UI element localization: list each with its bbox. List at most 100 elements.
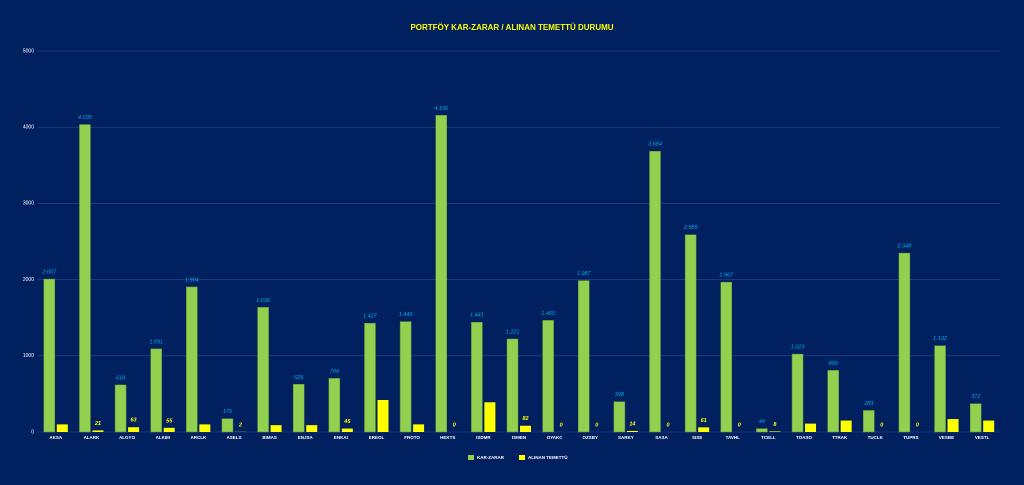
x-tick-label: ISDMR — [476, 435, 491, 440]
data-label: 2.348 — [897, 244, 913, 250]
bar — [471, 321, 483, 433]
y-tick-label: 2000 — [23, 277, 34, 283]
x-tick-label: TOASO — [796, 435, 812, 440]
data-label: 809 — [829, 361, 838, 367]
data-label: 44 — [759, 419, 765, 425]
data-label: 0 — [916, 422, 919, 428]
bar — [128, 427, 140, 432]
chart-title: PORTFÖY KAR-ZARAR / ALINAN TEMETTÜ DURUM… — [410, 23, 613, 32]
bar — [435, 115, 447, 433]
data-label: 0 — [560, 422, 563, 428]
bar — [542, 320, 554, 433]
data-label: 618 — [116, 375, 126, 381]
bar — [506, 338, 519, 433]
data-label: 1.132 — [933, 336, 947, 342]
x-tick-label: TCELL — [761, 435, 776, 440]
bar — [377, 399, 389, 432]
data-label: 283 — [863, 401, 874, 407]
bar — [341, 428, 353, 432]
x-tick-label: OZSBY — [583, 435, 599, 440]
x-tick-label: BIMAS — [262, 435, 277, 440]
data-label: 704 — [330, 369, 339, 375]
data-label: 8 — [773, 422, 777, 428]
bar — [92, 430, 104, 432]
data-label: 1.636 — [256, 298, 271, 304]
bar — [399, 321, 412, 433]
data-label: 626 — [294, 375, 304, 381]
data-label: 398 — [615, 392, 625, 398]
bar — [720, 281, 733, 433]
data-label: 1.441 — [470, 313, 484, 319]
x-tick-label: ASELS — [226, 435, 241, 440]
y-tick-label: 0 — [31, 429, 34, 435]
legend-swatch — [519, 455, 525, 460]
bar — [186, 286, 198, 433]
data-label: 1.427 — [363, 314, 378, 320]
data-label: 4.035 — [78, 115, 93, 121]
data-label: 1.904 — [185, 277, 199, 283]
data-label: 1.221 — [506, 329, 520, 335]
bar — [306, 425, 318, 432]
y-tick-label: 1000 — [23, 353, 34, 359]
bar — [898, 252, 911, 433]
x-tick-label: VESTL — [975, 435, 990, 440]
data-label: 1.465 — [541, 311, 556, 317]
legend-swatch — [468, 455, 474, 460]
bar — [221, 418, 234, 433]
x-tick-label: FROTO — [404, 435, 420, 440]
bar — [328, 378, 341, 433]
data-label: 1.987 — [577, 271, 592, 277]
bar — [983, 420, 995, 432]
y-tick-label: 3000 — [23, 201, 34, 207]
x-tick-label: ENJSA — [298, 435, 314, 440]
data-label: 0 — [595, 422, 598, 428]
bar — [805, 423, 817, 432]
bar — [292, 384, 305, 433]
x-tick-label: VESBE — [939, 435, 954, 440]
x-tick-label: SARKY — [618, 435, 634, 440]
bar — [863, 410, 875, 433]
data-label: 0 — [666, 422, 669, 428]
data-label: 82 — [522, 416, 528, 422]
x-tick-label: ALARK — [84, 435, 100, 440]
data-label: 21 — [94, 421, 101, 427]
bar — [649, 151, 661, 433]
bar — [163, 427, 175, 432]
bar — [626, 430, 638, 432]
data-label: 372 — [971, 394, 980, 400]
data-label: 1.091 — [149, 339, 163, 345]
bar — [413, 424, 425, 432]
bar — [79, 124, 91, 433]
bar — [484, 402, 496, 432]
data-label: 0 — [738, 422, 741, 428]
data-label: 1.967 — [719, 273, 734, 279]
data-label: 4.156 — [434, 106, 449, 112]
bar — [769, 431, 781, 432]
x-tick-label: TTRAK — [832, 435, 848, 440]
bar — [364, 323, 376, 433]
data-label: 0 — [880, 422, 883, 428]
bar — [150, 348, 162, 433]
x-tick-label: ALGYO — [119, 435, 136, 440]
data-label: 1.449 — [399, 312, 413, 318]
bar — [756, 428, 768, 433]
y-tick-label: 4000 — [23, 125, 34, 131]
data-label: 63 — [131, 418, 137, 424]
bar — [698, 427, 710, 432]
bar — [827, 370, 839, 433]
x-tick-label: HEKTS — [440, 435, 455, 440]
bar — [684, 234, 697, 433]
data-label: 0 — [453, 422, 456, 428]
x-tick-label: ISMEN — [512, 435, 526, 440]
x-tick-label: SISE — [692, 435, 702, 440]
data-label: 2.007 — [41, 270, 57, 276]
bar — [947, 419, 959, 432]
legend-label: KAR-ZARAR — [477, 455, 505, 460]
x-tick-label: TAVHL — [726, 435, 741, 440]
bar — [56, 424, 68, 432]
bar — [934, 345, 946, 433]
data-label: 1.023 — [791, 345, 806, 351]
data-label: 2 — [238, 422, 242, 428]
bar — [578, 280, 590, 433]
